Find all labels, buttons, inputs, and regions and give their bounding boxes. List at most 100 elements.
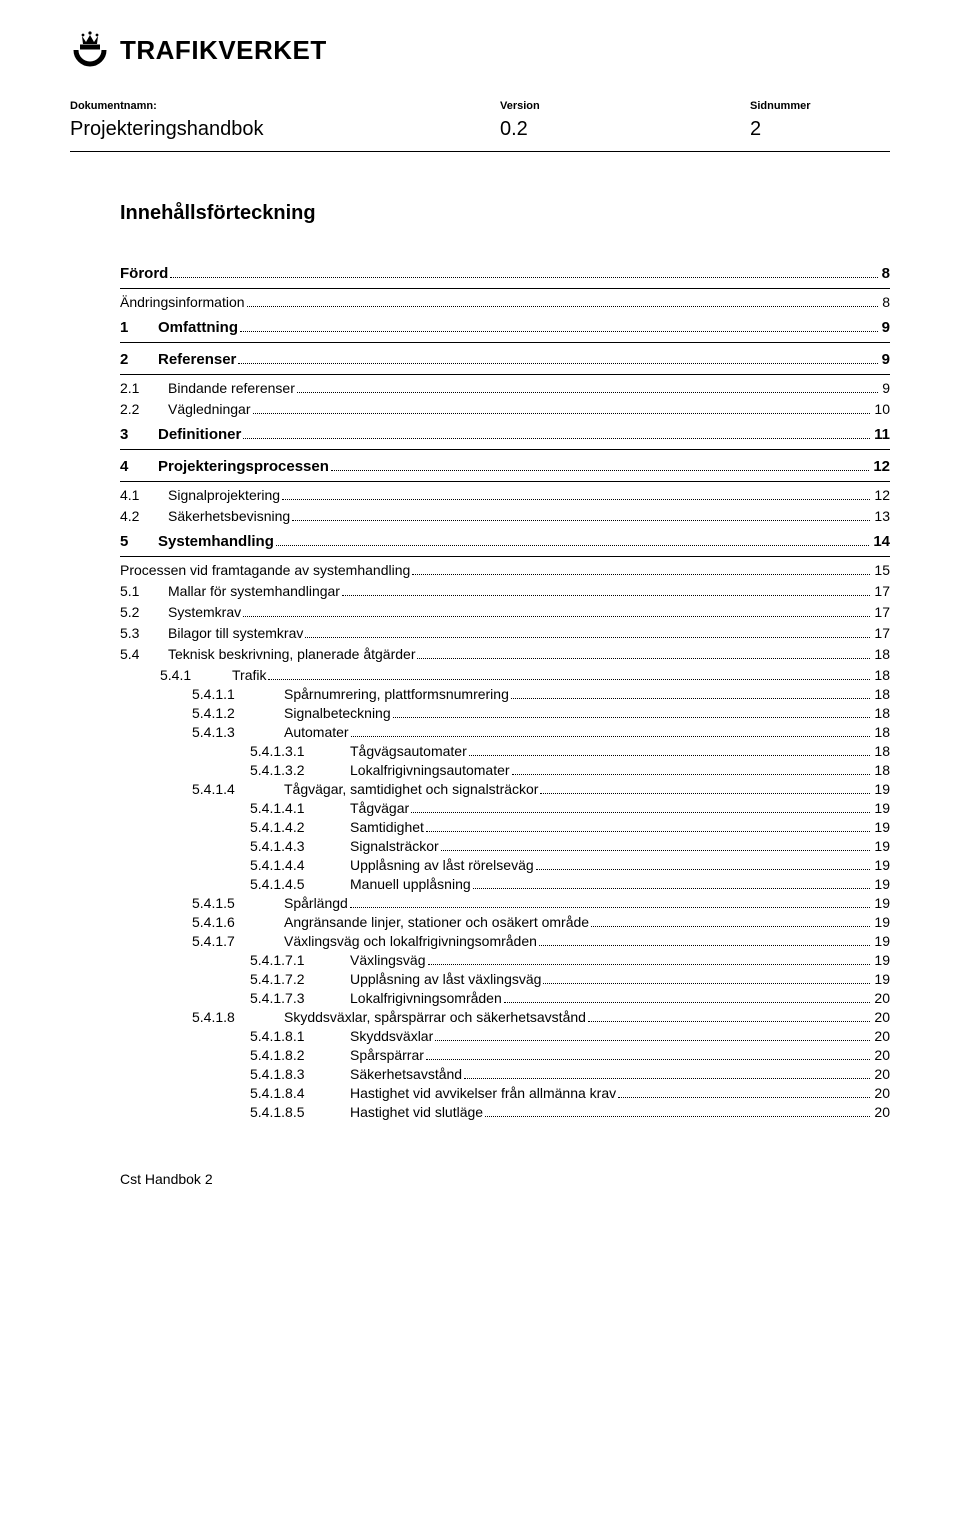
toc-entry-page: 20 <box>874 990 890 1006</box>
header-values: Projekteringshandbok 0.2 2 <box>70 118 890 152</box>
toc-entry-title: Skyddsväxlar, spårspärrar och säkerhetsa… <box>284 1009 586 1025</box>
toc-leader-dots <box>297 392 878 393</box>
toc-entry-number: 5.4.1.7 <box>192 933 284 949</box>
toc-leader-dots <box>268 679 870 680</box>
toc-entry-page: 15 <box>874 562 890 578</box>
toc-entry-title: Omfattning <box>158 319 238 336</box>
toc-separator <box>120 449 890 450</box>
toc-entry-title: Projekteringsprocessen <box>158 458 329 475</box>
toc-entry: 5.4.1.7Växlingsväg och lokalfrigivningso… <box>120 933 890 950</box>
toc-leader-dots <box>539 945 871 946</box>
toc-entry-number: 5.4.1.3 <box>192 724 284 740</box>
toc-entry-page: 18 <box>874 667 890 683</box>
toc-entry-title: Spårnumrering, plattformsnumrering <box>284 686 509 702</box>
toc-entry-title: Spårspärrar <box>350 1047 424 1063</box>
toc-entry-title: Förord <box>120 265 168 282</box>
toc-entry: 2.2Vägledningar10 <box>120 401 890 418</box>
toc-entry: 5.4.1.1Spårnumrering, plattformsnumrerin… <box>120 686 890 703</box>
toc-entry-title: Signalbeteckning <box>284 705 391 721</box>
toc-entry-title: Vägledningar <box>168 401 251 417</box>
toc-entry-title: Automater <box>284 724 349 740</box>
toc-entry-number: 4.1 <box>120 487 168 503</box>
label-docname: Dokumentnamn: <box>70 100 500 112</box>
toc-entry-title: Samtidighet <box>350 819 424 835</box>
toc-entry: 5.4.1.8.3Säkerhetsavstånd20 <box>120 1066 890 1083</box>
toc-entry: 5.4.1.3Automater 18 <box>120 724 890 741</box>
toc-entry-number: 5.4.1.4.3 <box>250 838 350 854</box>
toc-entry-number: 2.1 <box>120 380 168 396</box>
toc-entry-title: Växlingsväg <box>350 952 426 968</box>
toc-entry-page: 19 <box>874 857 890 873</box>
toc-entry-title: Referenser <box>158 351 236 368</box>
toc-entry-page: 19 <box>874 819 890 835</box>
toc-entry-title: Processen vid framtagande av systemhandl… <box>120 562 410 578</box>
toc-entry-number: 5.1 <box>120 583 168 599</box>
toc-leader-dots <box>426 1059 871 1060</box>
toc-entry-number: 1 <box>120 319 158 336</box>
toc-entry-page: 19 <box>874 971 890 987</box>
toc-leader-dots <box>282 499 870 500</box>
toc-entry-page: 17 <box>874 604 890 620</box>
toc-entry-page: 18 <box>874 724 890 740</box>
toc-entry-title: Tågvägsautomater <box>350 743 467 759</box>
toc-leader-dots <box>247 306 879 307</box>
toc-entry-number: 2 <box>120 351 158 368</box>
toc-leader-dots <box>428 964 871 965</box>
toc-leader-dots <box>543 983 870 984</box>
toc-entry: Ändringsinformation8 <box>120 294 890 311</box>
toc-entry-title: Manuell upplåsning <box>350 876 471 892</box>
toc-separator <box>120 374 890 375</box>
toc-entry-title: Tågvägar <box>350 800 409 816</box>
toc-entry-page: 17 <box>874 583 890 599</box>
toc-entry-page: 20 <box>874 1009 890 1025</box>
toc-entry: 4Projekteringsprocessen12 <box>120 458 890 476</box>
toc-entry-number: 5.4.1.5 <box>192 895 284 911</box>
toc-leader-dots <box>331 470 869 471</box>
footer-text: Cst Handbok 2 <box>70 1171 890 1187</box>
toc-entry-number: 5.4.1.7.2 <box>250 971 350 987</box>
toc-entry-title: Hastighet vid avvikelser från allmänna k… <box>350 1085 616 1101</box>
value-version: 0.2 <box>500 118 750 141</box>
toc-entry-number: 5.4.1.3.1 <box>250 743 350 759</box>
toc-entry-page: 18 <box>874 762 890 778</box>
toc-entry-number: 5.4.1.8.2 <box>250 1047 350 1063</box>
toc-entry-number: 4.2 <box>120 508 168 524</box>
toc-entry-title: Bilagor till systemkrav <box>168 625 303 641</box>
toc-entry-number: 5.2 <box>120 604 168 620</box>
toc-entry-page: 9 <box>882 351 890 368</box>
toc-entry-page: 19 <box>874 952 890 968</box>
toc-leader-dots <box>618 1097 870 1098</box>
toc-entry: 5.4.1.7.2Upplåsning av låst växlingsväg1… <box>120 971 890 988</box>
toc-entry-page: 19 <box>874 781 890 797</box>
toc-entry: 5.4.1.4.2Samtidighet19 <box>120 819 890 836</box>
toc-entry-number: 5.4.1 <box>160 667 232 683</box>
toc-leader-dots <box>485 1116 870 1117</box>
toc-entry-title: Tågvägar, samtidighet och signalsträckor <box>284 781 538 797</box>
toc-entry: 5.4.1.8.1Skyddsväxlar20 <box>120 1028 890 1045</box>
logo-text: TRAFIKVERKET <box>120 35 327 66</box>
toc-entry-title: Bindande referenser <box>168 380 295 396</box>
toc-leader-dots <box>588 1021 870 1022</box>
toc-entry: 4.2Säkerhetsbevisning13 <box>120 508 890 525</box>
toc-entry-number: 5.4.1.6 <box>192 914 284 930</box>
toc-entry-page: 11 <box>874 426 890 443</box>
toc-entry-page: 18 <box>874 705 890 721</box>
toc-entry-page: 8 <box>882 265 890 282</box>
toc-leader-dots <box>305 637 870 638</box>
toc-entry: 5.4.1.8.4Hastighet vid avvikelser från a… <box>120 1085 890 1102</box>
toc-entry-number: 5.4.1.7.1 <box>250 952 350 968</box>
toc-entry-page: 18 <box>874 686 890 702</box>
toc-entry-page: 8 <box>882 294 890 310</box>
toc-leader-dots <box>342 595 870 596</box>
toc-heading: Innehållsförteckning <box>120 202 890 225</box>
toc-entry-page: 19 <box>874 800 890 816</box>
toc-entry-title: Systemkrav <box>168 604 241 620</box>
toc-entry-title: Säkerhetsbevisning <box>168 508 290 524</box>
toc-separator <box>120 556 890 557</box>
toc-entry: 2Referenser 9 <box>120 351 890 369</box>
toc-leader-dots <box>292 520 870 521</box>
toc-leader-dots <box>240 331 878 332</box>
toc-entry: 5.4.1.4Tågvägar, samtidighet och signals… <box>120 781 890 798</box>
label-version: Version <box>500 100 750 112</box>
toc-entry: 5.4.1.3.1Tågvägsautomater18 <box>120 743 890 760</box>
